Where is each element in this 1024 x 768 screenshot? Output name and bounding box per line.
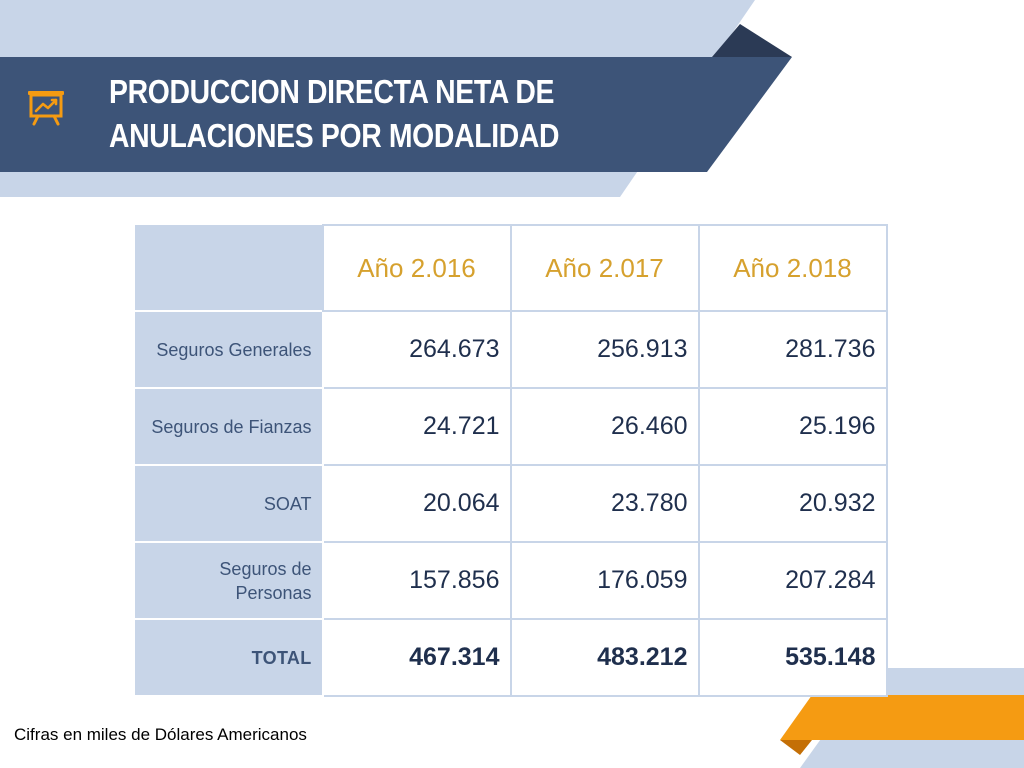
column-header-2016: Año 2.016 (321, 224, 512, 312)
orange-bottom-shade (780, 740, 812, 755)
value-cell: 207.284 (697, 541, 888, 620)
total-value-cell: 467.314 (321, 618, 512, 697)
row-label-total: TOTAL (135, 618, 324, 697)
row-label-seguros-de-personas: Seguros de Personas (135, 541, 324, 620)
slide-title-line-2: ANULACIONES POR MODALIDAD (109, 117, 560, 154)
dark-accent-triangle (712, 24, 792, 57)
table-row: Seguros de Fianzas 24.721 26.460 25.196 (135, 387, 888, 466)
table-total-row: TOTAL 467.314 483.212 535.148 (135, 618, 888, 697)
value-cell: 26.460 (509, 387, 700, 466)
table-row: SOAT 20.064 23.780 20.932 (135, 464, 888, 543)
production-table: Año 2.016 Año 2.017 Año 2.018 Seguros Ge… (135, 224, 888, 697)
total-value-cell: 483.212 (509, 618, 700, 697)
slide-title-line-1: PRODUCCION DIRECTA NETA DE (109, 73, 555, 110)
presentation-chart-icon (28, 91, 64, 126)
table-corner-cell (135, 224, 323, 312)
value-cell: 23.780 (509, 464, 700, 543)
column-header-2018: Año 2.018 (697, 224, 888, 312)
value-cell: 281.736 (697, 310, 888, 389)
row-label-seguros-de-fianzas: Seguros de Fianzas (135, 387, 324, 466)
footnote: Cifras en miles de Dólares Americanos (14, 725, 307, 744)
column-header-2017: Año 2.017 (509, 224, 700, 312)
total-value-cell: 535.148 (697, 618, 888, 697)
value-cell: 24.721 (321, 387, 512, 466)
table-header-row: Año 2.016 Año 2.017 Año 2.018 (135, 224, 888, 312)
value-cell: 157.856 (321, 541, 512, 620)
value-cell: 20.932 (697, 464, 888, 543)
value-cell: 20.064 (321, 464, 512, 543)
slide-title: PRODUCCION DIRECTA NETA DE ANULACIONES P… (109, 70, 608, 158)
table-row: Seguros de Personas 157.856 176.059 207.… (135, 541, 888, 620)
value-cell: 176.059 (509, 541, 700, 620)
row-label-line-2: Personas (235, 582, 312, 603)
value-cell: 25.196 (697, 387, 888, 466)
value-cell: 264.673 (321, 310, 512, 389)
row-label-soat: SOAT (135, 464, 324, 543)
row-label-seguros-generales: Seguros Generales (135, 310, 324, 389)
row-label-line-1: Seguros de (219, 558, 312, 579)
orange-bottom-accent (780, 695, 1024, 740)
table-row: Seguros Generales 264.673 256.913 281.73… (135, 310, 888, 389)
value-cell: 256.913 (509, 310, 700, 389)
